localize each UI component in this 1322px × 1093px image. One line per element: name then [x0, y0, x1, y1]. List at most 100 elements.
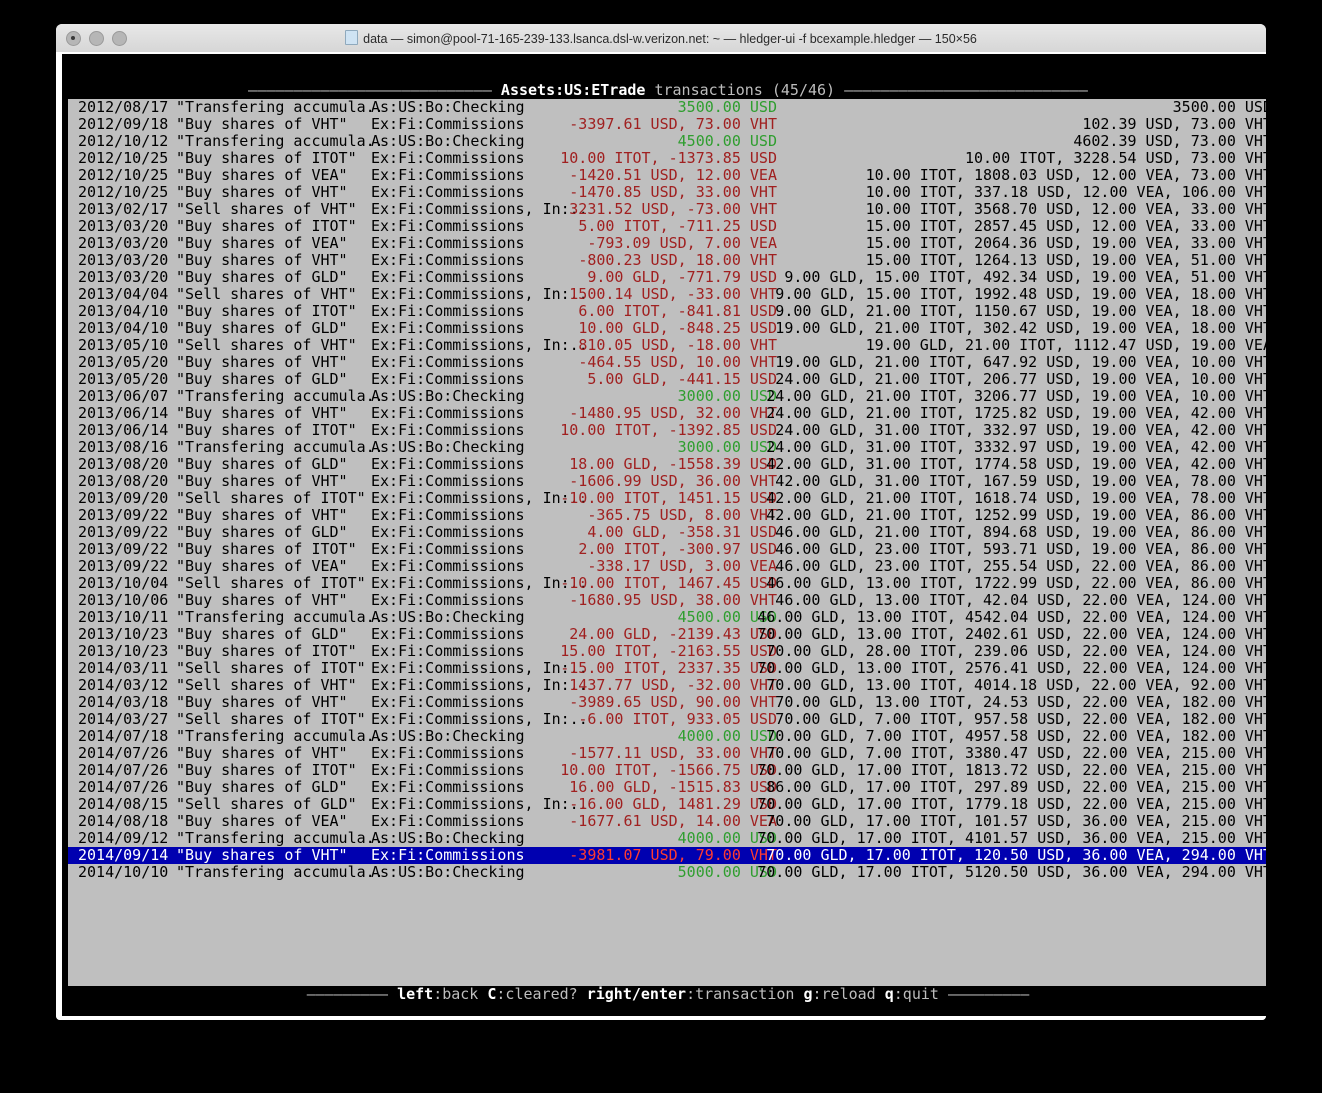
footer-key-q[interactable]: q: [884, 986, 894, 1003]
cell-amt: -1606.99 USD, 36.00 VHT: [569, 472, 777, 490]
cell-amt: -793.09 USD, 7.00 VEA: [587, 234, 777, 252]
cell-bal: 3500.00 USD: [1172, 98, 1266, 116]
table-row[interactable]: 2014/09/14 "Buy shares of VHT" Ex:Fi:Commi…: [68, 847, 1266, 864]
table-row[interactable]: 2014/08/18 "Buy shares of VEA" Ex:Fi:Commi…: [68, 813, 1266, 830]
cell-acct: Ex:Fi:Commissions: [371, 166, 525, 184]
footer-rule-right: ―――――――――: [938, 986, 1030, 1003]
cell-desc: "Transfering accumula..: [176, 132, 384, 150]
cell-desc: "Sell shares of ITOT": [176, 659, 366, 677]
cell-desc: "Buy shares of VHT": [176, 115, 348, 133]
cell-desc: "Buy shares of GLD": [176, 268, 348, 286]
table-row[interactable]: 2014/07/26 "Buy shares of VHT" Ex:Fi:Commi…: [68, 745, 1266, 762]
table-row[interactable]: 2014/03/27 "Sell shares of ITOT" Ex:Fi:Com…: [68, 711, 1266, 728]
footer-key-g[interactable]: g: [803, 986, 813, 1003]
table-row[interactable]: 2014/07/26 "Buy shares of GLD" Ex:Fi:Commi…: [68, 779, 1266, 796]
window-title: data — simon@pool-71-165-239-133.lsanca.…: [56, 30, 1266, 46]
cell-amt: 4000.00 USD: [677, 727, 777, 745]
cell-bal: 46.00 GLD, 23.00 ITOT, 593.71 USD, 19.00…: [775, 540, 1266, 558]
cell-acct: Ex:Fi:Commissions: [371, 268, 525, 286]
cell-desc: "Buy shares of GLD": [176, 319, 348, 337]
cell-bal: 9.00 GLD, 21.00 ITOT, 1150.67 USD, 19.00…: [775, 302, 1266, 320]
cell-amt: 3000.00 USD: [677, 438, 777, 456]
cell-acct: Ex:Fi:Commissions: [371, 370, 525, 388]
table-row[interactable]: 2013/02/17 "Sell shares of VHT" Ex:Fi:Comm…: [68, 201, 1266, 218]
cell-acct: Ex:Fi:Commissions: [371, 217, 525, 235]
table-row[interactable]: 2012/08/17 "Transfering accumula.. As:US:B…: [68, 99, 1266, 116]
cell-bal: 70.00 GLD, 13.00 ITOT, 2402.61 USD, 22.0…: [757, 625, 1266, 643]
table-row[interactable]: 2014/10/10 "Transfering accumula.. As:US:B…: [68, 864, 1266, 881]
footer-key-c[interactable]: C: [487, 986, 497, 1003]
cell-bal: 19.00 GLD, 21.00 ITOT, 302.42 USD, 19.00…: [775, 319, 1266, 337]
window-titlebar[interactable]: data — simon@pool-71-165-239-133.lsanca.…: [56, 24, 1266, 53]
table-row[interactable]: 2013/09/20 "Sell shares of ITOT" Ex:Fi:Com…: [68, 490, 1266, 507]
table-row[interactable]: 2013/10/04 "Sell shares of ITOT" Ex:Fi:Com…: [68, 575, 1266, 592]
table-row[interactable]: 2013/08/20 "Buy shares of VHT" Ex:Fi:Commi…: [68, 473, 1266, 490]
zoom-button[interactable]: [112, 30, 127, 46]
cell-acct: Ex:Fi:Commissions, In:..: [371, 676, 588, 694]
table-row[interactable]: 2013/06/14 "Buy shares of ITOT" Ex:Fi:Comm…: [68, 422, 1266, 439]
table-row[interactable]: 2014/03/11 "Sell shares of ITOT" Ex:Fi:Com…: [68, 660, 1266, 677]
cell-desc: "Buy shares of ITOT": [176, 302, 357, 320]
table-row[interactable]: 2013/03/20 "Buy shares of VHT" Ex:Fi:Commi…: [68, 252, 1266, 269]
top-black-strip: [68, 54, 1266, 82]
cell-desc: "Transfering accumula..: [176, 863, 384, 881]
cell-bal: 4602.39 USD, 73.00 VHT: [1073, 132, 1266, 150]
table-row[interactable]: 2013/10/06 "Buy shares of VHT" Ex:Fi:Commi…: [68, 592, 1266, 609]
table-row[interactable]: 2012/09/18 "Buy shares of VHT" Ex:Fi:Commi…: [68, 116, 1266, 133]
cell-bal: 70.00 GLD, 13.00 ITOT, 4014.18 USD, 22.0…: [766, 676, 1266, 694]
footer-action-q: :quit: [893, 986, 939, 1003]
table-row[interactable]: 2012/10/25 "Buy shares of ITOT" Ex:Fi:Comm…: [68, 150, 1266, 167]
footer-key-left[interactable]: left: [397, 986, 434, 1003]
cell-acct: Ex:Fi:Commissions: [371, 591, 525, 609]
transactions-list[interactable]: 2012/08/17 "Transfering accumula.. As:US:B…: [68, 99, 1266, 1001]
table-row[interactable]: 2013/09/22 "Buy shares of GLD" Ex:Fi:Commi…: [68, 524, 1266, 541]
cell-desc: "Transfering accumula..: [176, 438, 384, 456]
table-row[interactable]: 2013/05/10 "Sell shares of VHT" Ex:Fi:Comm…: [68, 337, 1266, 354]
table-row[interactable]: 2013/08/20 "Buy shares of GLD" Ex:Fi:Commi…: [68, 456, 1266, 473]
table-row[interactable]: 2012/10/12 "Transfering accumula.. As:US:B…: [68, 133, 1266, 150]
table-row[interactable]: 2012/10/25 "Buy shares of VHT" Ex:Fi:Commi…: [68, 184, 1266, 201]
cell-amt: 4500.00 USD: [677, 132, 777, 150]
minimize-button[interactable]: [89, 30, 104, 46]
cell-amt: -3989.65 USD, 90.00 VHT: [569, 693, 777, 711]
cell-bal: 42.00 GLD, 21.00 ITOT, 1618.74 USD, 19.0…: [766, 489, 1266, 507]
footer-action-g: :reload: [812, 986, 885, 1003]
close-button[interactable]: [66, 30, 81, 46]
cell-acct: Ex:Fi:Commissions: [371, 302, 525, 320]
table-row[interactable]: 2014/09/12 "Transfering accumula.. As:US:B…: [68, 830, 1266, 847]
cell-desc: "Buy shares of VHT": [176, 353, 348, 371]
table-row[interactable]: 2013/10/23 "Buy shares of ITOT" Ex:Fi:Comm…: [68, 643, 1266, 660]
table-row[interactable]: 2013/04/10 "Buy shares of GLD" Ex:Fi:Commi…: [68, 320, 1266, 337]
table-row[interactable]: 2013/06/07 "Transfering accumula.. As:US:B…: [68, 388, 1266, 405]
table-row[interactable]: 2014/03/18 "Buy shares of VHT" Ex:Fi:Commi…: [68, 694, 1266, 711]
cell-desc: "Transfering accumula..: [176, 727, 384, 745]
cell-bal: 24.00 GLD, 21.00 ITOT, 1725.82 USD, 19.0…: [766, 404, 1266, 422]
table-row[interactable]: 2013/10/23 "Buy shares of GLD" Ex:Fi:Commi…: [68, 626, 1266, 643]
table-row[interactable]: 2013/10/11 "Transfering accumula.. As:US:B…: [68, 609, 1266, 626]
footer-key-rightenter[interactable]: right/enter: [586, 986, 687, 1003]
table-row[interactable]: 2014/08/15 "Sell shares of GLD" Ex:Fi:Comm…: [68, 796, 1266, 813]
table-row[interactable]: 2013/09/22 "Buy shares of VEA" Ex:Fi:Commi…: [68, 558, 1266, 575]
table-row[interactable]: 2013/09/22 "Buy shares of VHT" Ex:Fi:Commi…: [68, 507, 1266, 524]
table-row[interactable]: 2013/03/20 "Buy shares of ITOT" Ex:Fi:Comm…: [68, 218, 1266, 235]
table-row[interactable]: 2012/10/25 "Buy shares of VEA" Ex:Fi:Commi…: [68, 167, 1266, 184]
table-row[interactable]: 2014/07/26 "Buy shares of ITOT" Ex:Fi:Comm…: [68, 762, 1266, 779]
table-row[interactable]: 2013/06/14 "Buy shares of VHT" Ex:Fi:Commi…: [68, 405, 1266, 422]
table-row[interactable]: 2013/05/20 "Buy shares of VHT" Ex:Fi:Commi…: [68, 354, 1266, 371]
table-row[interactable]: 2013/03/20 "Buy shares of VEA" Ex:Fi:Commi…: [68, 235, 1266, 252]
table-row[interactable]: 2014/07/18 "Transfering accumula.. As:US:B…: [68, 728, 1266, 745]
cell-desc: "Buy shares of VEA": [176, 812, 348, 830]
table-row[interactable]: 2013/04/10 "Buy shares of ITOT" Ex:Fi:Comm…: [68, 303, 1266, 320]
table-row[interactable]: 2013/05/20 "Buy shares of GLD" Ex:Fi:Commi…: [68, 371, 1266, 388]
cell-bal: 24.00 GLD, 21.00 ITOT, 3206.77 USD, 19.0…: [766, 387, 1266, 405]
cell-bal: 70.00 GLD, 17.00 ITOT, 5120.50 USD, 36.0…: [757, 863, 1266, 881]
cell-bal: 70.00 GLD, 17.00 ITOT, 1813.72 USD, 22.0…: [757, 761, 1266, 779]
table-row[interactable]: 2013/04/04 "Sell shares of VHT" Ex:Fi:Comm…: [68, 286, 1266, 303]
table-row[interactable]: 2013/09/22 "Buy shares of ITOT" Ex:Fi:Comm…: [68, 541, 1266, 558]
cell-amt: 16.00 GLD, -1515.83 USD: [569, 778, 777, 796]
cell-desc: "Buy shares of VHT": [176, 846, 348, 864]
table-row[interactable]: 2013/08/16 "Transfering accumula.. As:US:B…: [68, 439, 1266, 456]
table-row[interactable]: 2014/03/12 "Sell shares of VHT" Ex:Fi:Comm…: [68, 677, 1266, 694]
table-row[interactable]: 2013/03/20 "Buy shares of GLD" Ex:Fi:Commi…: [68, 269, 1266, 286]
